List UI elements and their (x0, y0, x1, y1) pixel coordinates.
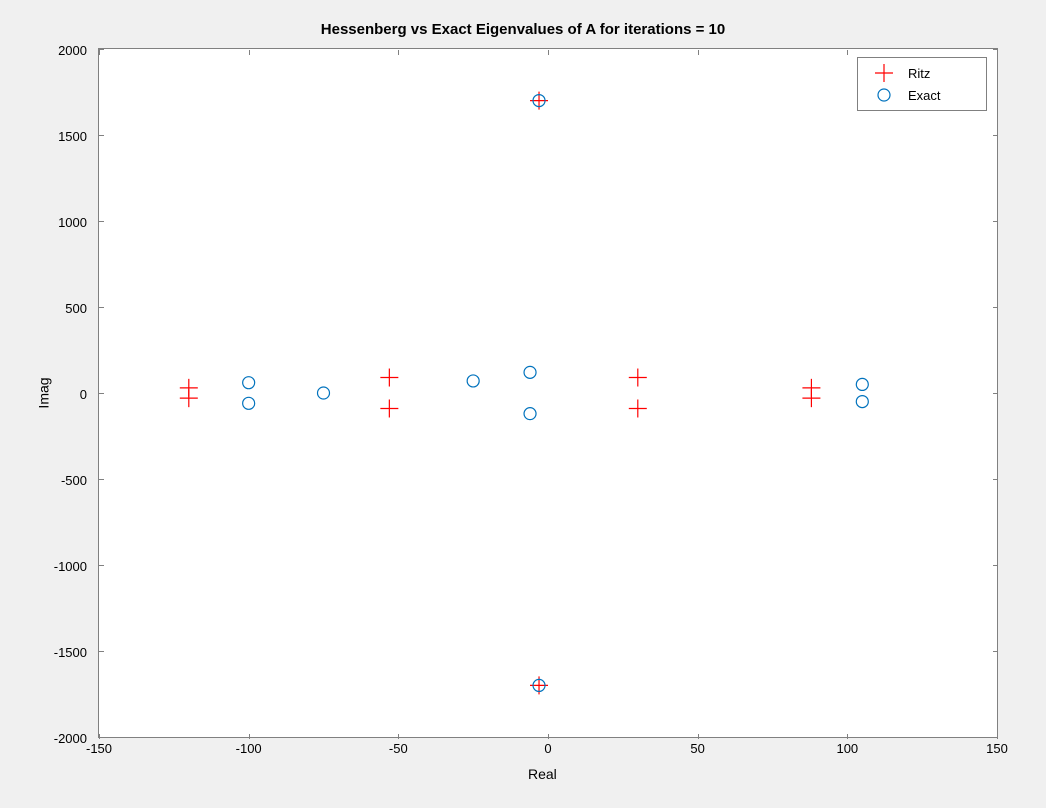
x-tick-mark-top (847, 50, 848, 55)
y-tick-mark-right (993, 49, 998, 50)
y-tick-mark (99, 221, 104, 222)
y-tick-mark (99, 393, 104, 394)
y-tick-mark (99, 49, 104, 50)
legend-swatch-exact (866, 85, 902, 105)
x-tick-mark-top (398, 50, 399, 55)
plot-canvas (99, 49, 999, 739)
x-tick-label: 150 (986, 741, 1008, 756)
exact-marker (467, 375, 479, 387)
x-tick-mark-top (997, 50, 998, 55)
legend-swatch-ritz (866, 63, 902, 83)
plot-axes: RitzExact -150-100-50050100150 -2000-150… (98, 48, 998, 738)
y-tick-mark-right (993, 393, 998, 394)
x-tick-mark (548, 734, 549, 739)
x-tick-mark-top (249, 50, 250, 55)
x-tick-label: 0 (544, 741, 551, 756)
exact-marker (524, 366, 536, 378)
x-tick-mark (249, 734, 250, 739)
legend-label-ritz: Ritz (902, 66, 930, 81)
y-tick-mark (99, 565, 104, 566)
ritz-marker (380, 399, 398, 417)
legend-entry-exact: Exact (866, 84, 978, 106)
ritz-marker (629, 369, 647, 387)
y-tick-mark (99, 479, 104, 480)
ritz-marker (180, 389, 198, 407)
x-axis-label: Real (528, 766, 557, 782)
figure: RitzExact -150-100-50050100150 -2000-150… (0, 0, 1046, 808)
y-tick-mark (99, 307, 104, 308)
exact-marker (856, 378, 868, 390)
x-tick-mark (698, 734, 699, 739)
y-tick-mark (99, 737, 104, 738)
x-tick-mark-top (99, 50, 100, 55)
x-tick-label: -100 (236, 741, 262, 756)
ritz-marker (629, 399, 647, 417)
ritz-marker (380, 369, 398, 387)
y-tick-mark (99, 651, 104, 652)
x-tick-mark (847, 734, 848, 739)
exact-marker (243, 397, 255, 409)
y-tick-mark (99, 135, 104, 136)
exact-marker (856, 396, 868, 408)
y-tick-mark-right (993, 479, 998, 480)
x-tick-label: 100 (836, 741, 858, 756)
legend: Ritz Exact (857, 57, 987, 111)
legend-label-exact: Exact (902, 88, 941, 103)
y-tick-mark-right (993, 737, 998, 738)
legend-entry-ritz: Ritz (866, 62, 978, 84)
x-tick-mark-top (548, 50, 549, 55)
y-tick-mark-right (993, 565, 998, 566)
y-tick-mark-right (993, 307, 998, 308)
x-tick-label: -150 (86, 741, 112, 756)
chart-title: Hessenberg vs Exact Eigenvalues of A for… (0, 21, 1046, 38)
x-tick-mark-top (698, 50, 699, 55)
exact-marker (243, 377, 255, 389)
exact-marker (524, 408, 536, 420)
x-tick-label: -50 (389, 741, 408, 756)
y-axis-label: Imag (36, 377, 52, 408)
y-tick-mark-right (993, 651, 998, 652)
exact-marker (318, 387, 330, 399)
x-tick-mark (398, 734, 399, 739)
y-tick-mark-right (993, 221, 998, 222)
y-tick-mark-right (993, 135, 998, 136)
x-tick-label: 50 (690, 741, 704, 756)
ritz-marker (802, 389, 820, 407)
